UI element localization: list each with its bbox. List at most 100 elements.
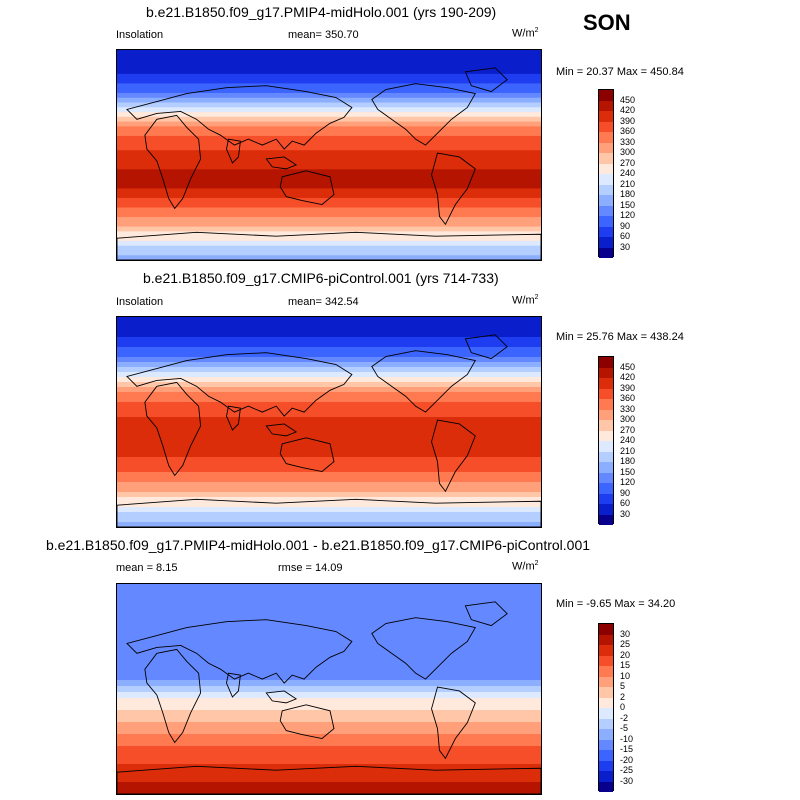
colorbar-label: 210	[620, 178, 636, 189]
map-panel	[116, 583, 542, 795]
colorbar-swatch	[599, 247, 613, 258]
colorbar-label: 390	[620, 115, 636, 126]
contour-band	[117, 54, 541, 61]
colorbar-swatch	[599, 132, 613, 143]
contour-band	[117, 668, 541, 675]
colorbar-label: -15	[620, 744, 634, 754]
contour-band	[117, 770, 541, 777]
colorbar-label: 390	[620, 382, 636, 393]
contour-band	[117, 69, 541, 75]
contour-band	[117, 457, 541, 463]
coastline	[464, 67, 508, 93]
contour-band	[117, 377, 541, 383]
contour-band	[117, 722, 541, 729]
contour-band	[117, 131, 541, 137]
colorbar-label: 20	[620, 649, 631, 660]
coastline	[126, 352, 353, 417]
contour-band	[117, 740, 541, 747]
colorbar-label: 420	[620, 105, 636, 115]
colorbar-swatch	[599, 430, 613, 441]
colorbar-label: 420	[620, 372, 636, 382]
contour-band	[117, 608, 541, 615]
colorbar-swatch	[599, 634, 613, 645]
contour-band	[117, 644, 541, 651]
colorbar-swatch	[599, 226, 613, 237]
map-field	[117, 317, 541, 527]
contour-band	[117, 372, 541, 378]
panel-title: b.e21.B1850.f09_g17.PMIP4-midHolo.001 - …	[46, 537, 591, 553]
contour-band	[117, 522, 541, 527]
minmax-label: Min = 20.37 Max = 450.84	[556, 66, 684, 78]
contour-band	[117, 686, 541, 693]
contour-band	[117, 164, 541, 170]
coastlines	[117, 67, 541, 260]
contour-band	[117, 422, 541, 428]
colorbar-swatch	[599, 100, 613, 111]
contour-band	[117, 78, 541, 85]
coastline	[126, 85, 353, 150]
colorbar-label: 30	[620, 508, 631, 519]
colorbar-swatch	[599, 708, 613, 719]
coastline	[144, 114, 202, 210]
contour-band	[117, 240, 541, 247]
contour-band	[117, 250, 541, 256]
coastline	[126, 619, 353, 684]
contour-band	[117, 83, 541, 89]
contour-band	[117, 437, 541, 443]
colorbar-swatch	[599, 750, 613, 761]
colorbar-label: 2	[620, 691, 626, 702]
colorbar-label: 180	[620, 456, 636, 466]
map-panel	[116, 49, 542, 261]
coastline	[265, 156, 298, 170]
colorbar-label: 360	[620, 393, 636, 403]
contour-band	[117, 332, 541, 338]
contour-band	[117, 135, 541, 142]
contour-band	[117, 402, 541, 408]
coastline	[265, 690, 298, 704]
contour-band	[117, 183, 541, 190]
contour-band	[117, 698, 541, 705]
contour-band	[117, 337, 541, 343]
contour-band	[117, 197, 541, 204]
colorbar-label: 270	[620, 157, 636, 168]
colorbar-swatch	[599, 760, 613, 771]
map-field	[117, 50, 541, 260]
contour-band	[117, 107, 541, 113]
contour-band	[117, 517, 541, 523]
colorbar-swatch	[599, 729, 613, 740]
minmax-label: Min = -9.65 Max = 34.20	[556, 598, 676, 610]
coastlines	[117, 601, 541, 794]
colorbar-label: 150	[620, 199, 636, 210]
colorbar-label: 180	[620, 189, 636, 199]
contour-band	[117, 73, 541, 80]
colorbar-label: -30	[620, 775, 634, 786]
contour-band	[117, 245, 541, 252]
colorbar-swatch	[599, 666, 613, 677]
map-field	[117, 584, 541, 794]
colorbar-swatch	[599, 195, 613, 206]
contour-band	[117, 452, 541, 458]
contour-band	[117, 776, 541, 783]
coastlines	[117, 334, 541, 527]
coastline	[279, 704, 335, 740]
contour-band	[117, 482, 541, 488]
colorbar-label: 450	[620, 94, 636, 105]
colorbar-label: 300	[620, 147, 636, 157]
map-panel	[116, 316, 542, 528]
contour-band	[117, 50, 541, 56]
contour-band	[117, 145, 541, 151]
colorbar-swatches	[598, 89, 614, 258]
colorbar-swatch	[599, 655, 613, 666]
contour-band	[117, 632, 541, 639]
variable-label: Insolation	[116, 296, 164, 308]
contour-band	[117, 193, 541, 199]
contour-band	[117, 226, 541, 232]
colorbar-swatch	[599, 771, 613, 782]
coastline	[464, 334, 508, 360]
coastline	[371, 617, 477, 680]
contour-band	[117, 88, 541, 94]
minmax-label: Min = 25.76 Max = 438.24	[556, 331, 684, 343]
coastline	[226, 405, 241, 431]
colorbar-label: 240	[620, 435, 636, 445]
contour-band	[117, 102, 541, 108]
